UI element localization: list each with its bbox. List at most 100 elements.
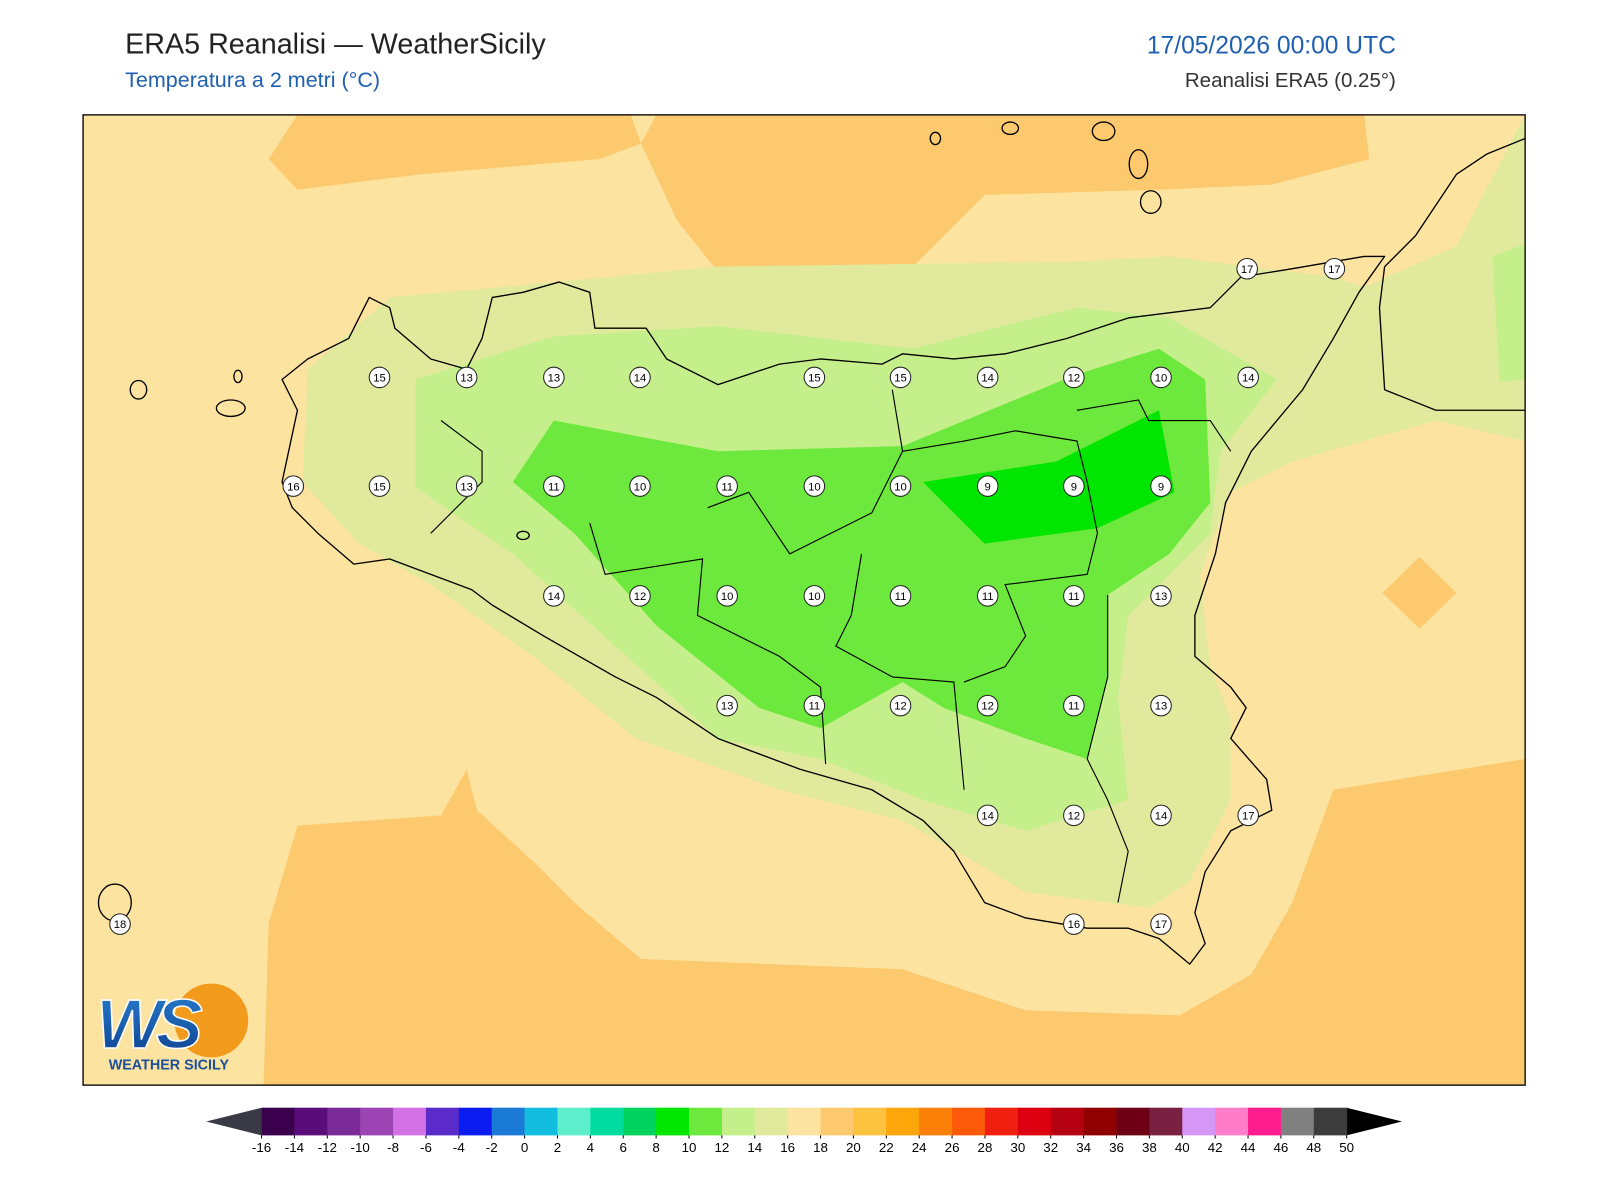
station-value: 15 xyxy=(373,481,386,493)
station-value: 18 xyxy=(114,919,127,931)
station-marker xyxy=(629,585,651,607)
colorbar-tick-label: 32 xyxy=(1043,1140,1058,1155)
colorbar-bin xyxy=(524,1107,558,1136)
colorbar-bin xyxy=(721,1107,756,1136)
station-value: 10 xyxy=(721,591,734,603)
island xyxy=(233,369,243,384)
station-value: 13 xyxy=(548,373,561,385)
station-value: 11 xyxy=(809,701,821,713)
colorbar-bin xyxy=(458,1107,493,1136)
colorbar-bin xyxy=(1182,1107,1216,1136)
map-frame xyxy=(82,114,1526,1086)
island xyxy=(129,379,148,400)
colorbar-tick-label: 14 xyxy=(747,1140,762,1155)
colorbar-tick-label: 28 xyxy=(978,1140,993,1155)
province-border xyxy=(707,389,904,555)
province-border xyxy=(1086,594,1129,903)
colorbar-bin xyxy=(294,1107,328,1136)
island xyxy=(1091,121,1116,142)
station-value: 14 xyxy=(1155,810,1168,822)
colorbar-tick-label: -14 xyxy=(285,1140,305,1155)
colorbar-tick-label: 30 xyxy=(1010,1140,1025,1155)
station-marker xyxy=(543,366,565,389)
temperature-zone xyxy=(263,758,1526,1086)
coastline xyxy=(281,255,1386,965)
colorbar-bin xyxy=(853,1107,887,1136)
province-border xyxy=(430,420,483,534)
colorbar-tick-label: 42 xyxy=(1208,1140,1223,1155)
colorbar-tick-label: 26 xyxy=(945,1140,960,1155)
station-marker xyxy=(368,475,391,497)
colorbar-tick-label: 4 xyxy=(587,1140,595,1155)
station-value: 17 xyxy=(1328,264,1341,276)
station-marker xyxy=(1150,913,1172,935)
station-value: 11 xyxy=(982,591,994,603)
station-marker xyxy=(1323,257,1346,280)
station-value: 9 xyxy=(1071,481,1077,493)
station-value: 13 xyxy=(721,701,734,713)
station-value: 15 xyxy=(808,373,821,385)
station-value: 15 xyxy=(373,373,386,385)
colorbar-tick-label: 44 xyxy=(1241,1140,1256,1155)
station-value: 11 xyxy=(895,591,907,603)
station-value: 10 xyxy=(634,481,647,493)
colorbar-bin xyxy=(1083,1107,1118,1136)
colorbar-tick-label: 22 xyxy=(879,1140,894,1155)
province-border xyxy=(589,522,827,765)
station-marker xyxy=(803,585,826,607)
station-value: 10 xyxy=(808,481,821,493)
colorbar-tick-label: 12 xyxy=(714,1140,729,1155)
station-marker xyxy=(368,366,391,389)
colorbar-bin xyxy=(656,1107,690,1136)
colorbar-tick-label: 10 xyxy=(682,1140,697,1155)
colorbar-tick-label: 38 xyxy=(1142,1140,1157,1155)
island xyxy=(215,399,246,418)
station-value: 11 xyxy=(721,481,733,493)
colorbar-tick-label: 2 xyxy=(554,1140,561,1155)
station-marker xyxy=(1150,585,1172,607)
station-marker xyxy=(455,475,478,497)
datetime: 17/05/2026 00:00 UTC xyxy=(1147,32,1396,59)
colorbar-tick-label: 6 xyxy=(620,1140,627,1155)
colorbar-bin xyxy=(754,1107,789,1136)
colorbar-bin xyxy=(1149,1107,1183,1136)
map xyxy=(83,114,1526,1086)
colorbar-bin xyxy=(952,1107,986,1136)
station-value: 14 xyxy=(981,810,994,822)
colorbar-bin xyxy=(984,1107,1019,1136)
station-value: 17 xyxy=(1242,810,1255,822)
station-value: 12 xyxy=(981,701,994,713)
station-value: 9 xyxy=(985,481,991,493)
station-marker xyxy=(1063,913,1085,935)
logo: WS WEATHER SICILY xyxy=(96,983,249,1074)
station-value: 10 xyxy=(1155,373,1168,385)
colorbar-tick-label: 0 xyxy=(521,1140,528,1155)
station-value: 14 xyxy=(634,373,647,385)
station-value: 10 xyxy=(808,591,821,603)
station-marker xyxy=(1063,694,1085,717)
temperature-zone xyxy=(1382,556,1457,629)
province-border xyxy=(835,553,965,790)
station-value: 12 xyxy=(894,701,907,713)
colorbar-tick-label: 20 xyxy=(846,1140,861,1155)
station-marker xyxy=(629,366,651,389)
station-marker xyxy=(803,475,826,497)
colorbar-bin xyxy=(623,1107,657,1136)
colorbar-tick-label: 18 xyxy=(813,1140,828,1155)
station-value: 13 xyxy=(1155,591,1168,603)
province-border xyxy=(1076,399,1232,452)
station-marker xyxy=(976,585,999,607)
colorbar-bin xyxy=(557,1107,591,1136)
station-value: 12 xyxy=(1068,373,1081,385)
colorbar-tick-label: 40 xyxy=(1175,1140,1190,1155)
colorbar-tick-label: 48 xyxy=(1306,1140,1321,1155)
colorbar-tick-label: -12 xyxy=(318,1140,337,1155)
colorbar-tick-label: 8 xyxy=(652,1140,659,1155)
station-marker xyxy=(1236,257,1258,280)
colorbar-bin xyxy=(1116,1107,1150,1136)
colorbar-bin xyxy=(689,1107,723,1136)
station-marker xyxy=(1063,366,1085,389)
station-value: 11 xyxy=(1068,701,1080,713)
colorbar-bin xyxy=(360,1107,394,1136)
station-value: 16 xyxy=(1068,919,1081,931)
